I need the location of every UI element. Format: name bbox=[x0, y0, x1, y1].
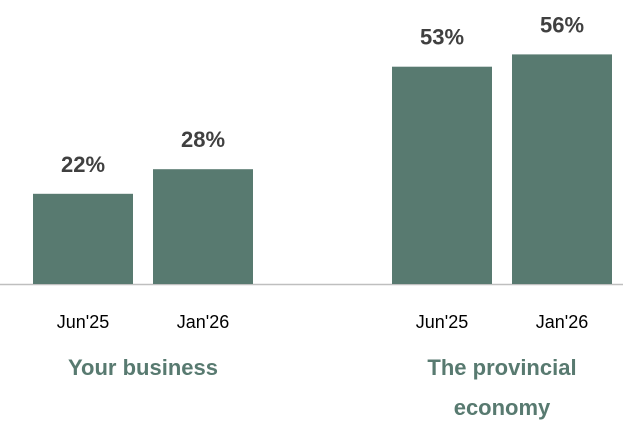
bar bbox=[512, 54, 612, 285]
value-label: 28% bbox=[181, 127, 225, 152]
bar bbox=[153, 169, 253, 284]
x-tick-label: Jun'25 bbox=[416, 312, 468, 332]
bar bbox=[392, 66, 492, 284]
value-label: 53% bbox=[420, 25, 464, 50]
value-label: 22% bbox=[61, 152, 105, 177]
value-label: 56% bbox=[540, 12, 584, 37]
group-label: The provincial economy bbox=[427, 355, 577, 420]
group-label: Your business bbox=[68, 355, 218, 380]
bar bbox=[33, 193, 133, 284]
x-tick-label: Jan'26 bbox=[177, 312, 229, 332]
x-tick-label: Jun'25 bbox=[57, 312, 109, 332]
x-tick-label: Jan'26 bbox=[536, 312, 588, 332]
